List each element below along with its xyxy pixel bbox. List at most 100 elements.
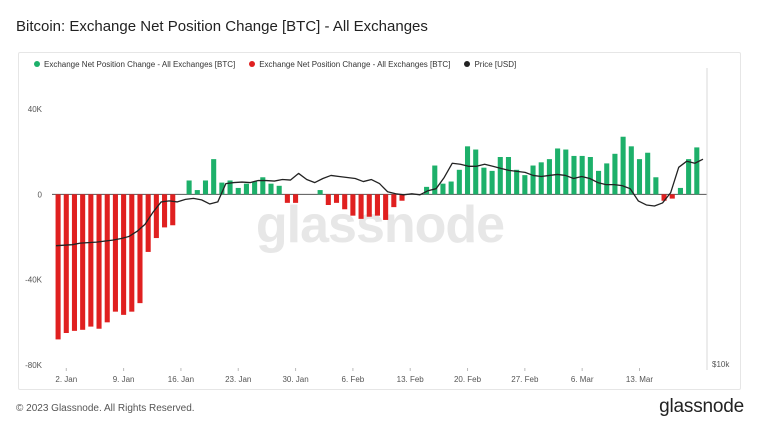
y-tick-label: -80K — [25, 361, 43, 370]
x-tick-label: 23. Jan — [225, 375, 251, 384]
bar-positive[interactable] — [620, 136, 626, 195]
bar-positive[interactable] — [694, 147, 700, 195]
x-tick-label: 16. Jan — [168, 375, 194, 384]
bar-positive[interactable] — [424, 186, 430, 195]
bar-negative[interactable] — [669, 194, 675, 199]
bar-positive[interactable] — [481, 167, 487, 195]
bar-negative[interactable] — [350, 194, 356, 216]
bar-negative[interactable] — [112, 194, 118, 312]
legend-item-negative[interactable]: Exchange Net Position Change - All Excha… — [249, 60, 450, 69]
bar-positive[interactable] — [473, 149, 479, 195]
bar-negative[interactable] — [162, 194, 168, 228]
price-line-group — [55, 158, 704, 247]
bar-negative[interactable] — [88, 194, 94, 327]
bar-negative[interactable] — [129, 194, 135, 312]
bar-positive[interactable] — [227, 180, 233, 195]
bar-negative[interactable] — [399, 194, 405, 201]
x-tick-label: 27. Feb — [511, 375, 539, 384]
bar-positive[interactable] — [202, 180, 209, 195]
bar-positive[interactable] — [514, 169, 520, 195]
bar-positive[interactable] — [489, 170, 495, 195]
x-tick-label: 2. Jan — [55, 375, 77, 384]
bar-positive[interactable] — [571, 155, 577, 195]
bar-negative[interactable] — [104, 194, 110, 323]
copyright-text: © 2023 Glassnode. All Rights Reserved. — [16, 403, 195, 414]
bar-positive[interactable] — [456, 169, 462, 195]
bar-positive[interactable] — [505, 157, 512, 195]
bar-negative[interactable] — [333, 194, 340, 203]
x-axis: 2. Jan 9. Jan 16. Jan 23. Jan 30. Jan 6. Feb 1… — [55, 368, 653, 384]
bar-negative[interactable] — [661, 194, 667, 201]
legend-label-negative: Exchange Net Position Change - All Excha… — [259, 59, 451, 69]
x-tick-label: 6. Feb — [342, 375, 365, 384]
bar-positive[interactable] — [645, 152, 651, 195]
bar-negative[interactable] — [63, 194, 69, 333]
bar-negative[interactable] — [342, 194, 348, 210]
bar-positive[interactable] — [464, 146, 471, 195]
legend-item-price[interactable]: Price [USD] — [464, 60, 516, 69]
bar-positive[interactable] — [530, 165, 536, 195]
bar-positive[interactable] — [243, 183, 249, 195]
bar-positive[interactable] — [636, 159, 643, 195]
bar-negative[interactable] — [391, 194, 397, 208]
bar-negative[interactable] — [383, 194, 389, 220]
bar-positive[interactable] — [604, 163, 610, 195]
bar-negative[interactable] — [358, 194, 364, 219]
bar-negative[interactable] — [170, 194, 176, 226]
x-tick-label: 30. Jan — [282, 375, 308, 384]
bar-positive[interactable] — [276, 185, 282, 195]
bar-negative[interactable] — [121, 194, 127, 315]
bar-positive[interactable] — [235, 187, 241, 195]
x-tick-label: 6. Mar — [571, 375, 594, 384]
x-tick-label: 20. Feb — [454, 375, 482, 384]
bar-negative[interactable] — [366, 194, 372, 217]
bar-positive[interactable] — [194, 190, 200, 195]
bar-positive[interactable] — [628, 146, 634, 195]
bar-positive[interactable] — [587, 157, 593, 195]
x-tick-label: 13. Mar — [626, 375, 653, 384]
bar-negative[interactable] — [96, 194, 102, 329]
bar-positive[interactable] — [219, 182, 225, 195]
bar-positive[interactable] — [268, 183, 274, 195]
bar-positive[interactable] — [563, 149, 569, 195]
bar-negative[interactable] — [325, 194, 331, 205]
bar-negative[interactable] — [80, 194, 86, 330]
bar-positive[interactable] — [677, 187, 683, 195]
bar-positive[interactable] — [211, 159, 217, 195]
bar-positive[interactable] — [317, 190, 323, 195]
bar-positive[interactable] — [522, 175, 528, 195]
bar-negative[interactable] — [284, 194, 290, 203]
bar-positive[interactable] — [538, 162, 544, 195]
legend-item-positive[interactable]: Exchange Net Position Change - All Excha… — [34, 60, 235, 69]
bar-positive[interactable] — [579, 155, 585, 195]
bar-positive[interactable] — [432, 165, 438, 195]
bar-negative[interactable] — [153, 194, 159, 239]
bar-positive[interactable] — [448, 181, 454, 195]
chart-title: Bitcoin: Exchange Net Position Change [B… — [16, 18, 428, 35]
bar-positive[interactable] — [546, 159, 552, 195]
price-line[interactable] — [55, 158, 704, 247]
bar-negative[interactable] — [137, 194, 143, 304]
y-tick-label: 0 — [38, 190, 43, 199]
bar-positive[interactable] — [440, 183, 446, 195]
bar-positive[interactable] — [497, 157, 503, 195]
x-tick-label: 9. Jan — [113, 375, 135, 384]
bar-positive[interactable] — [186, 180, 192, 195]
bar-negative[interactable] — [145, 194, 151, 252]
bar-positive[interactable] — [260, 177, 266, 195]
bar-negative[interactable] — [55, 194, 61, 340]
bar-negative[interactable] — [374, 194, 380, 216]
y-tick-label: 40K — [28, 105, 43, 114]
bar-negative[interactable] — [293, 194, 299, 203]
price-axis-label: $10k — [712, 360, 730, 369]
bar-positive[interactable] — [686, 159, 692, 195]
bar-positive[interactable] — [555, 148, 561, 195]
bar-positive[interactable] — [653, 177, 659, 195]
bar-positive[interactable] — [612, 153, 618, 195]
glassnode-logo[interactable]: glassnode — [659, 396, 744, 417]
legend-dot-positive — [34, 61, 40, 67]
bar-negative[interactable] — [71, 194, 78, 331]
legend-label-price: Price [USD] — [474, 59, 517, 69]
bar-positive[interactable] — [252, 181, 258, 195]
